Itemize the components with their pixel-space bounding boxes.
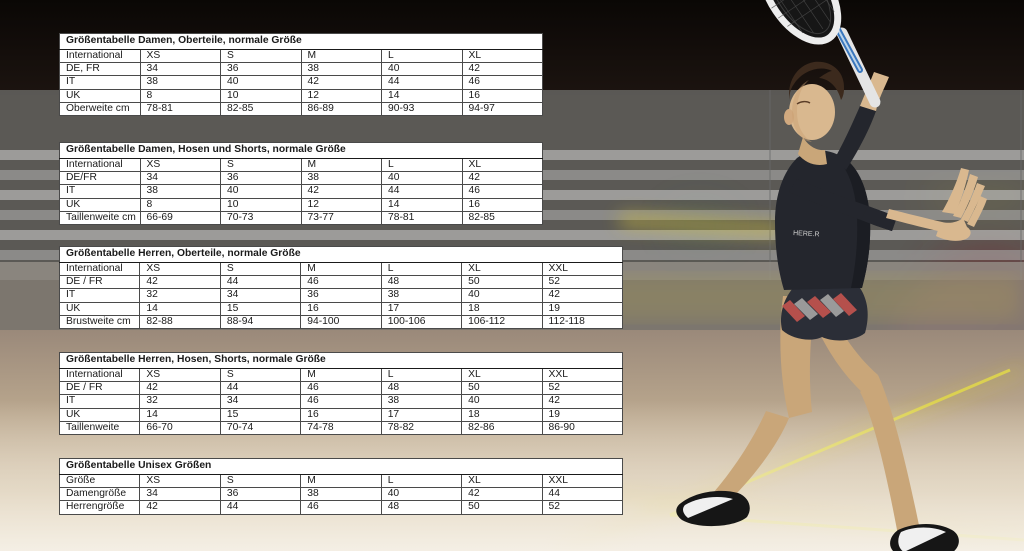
svg-text:HERE.R: HERE.R xyxy=(793,230,820,238)
